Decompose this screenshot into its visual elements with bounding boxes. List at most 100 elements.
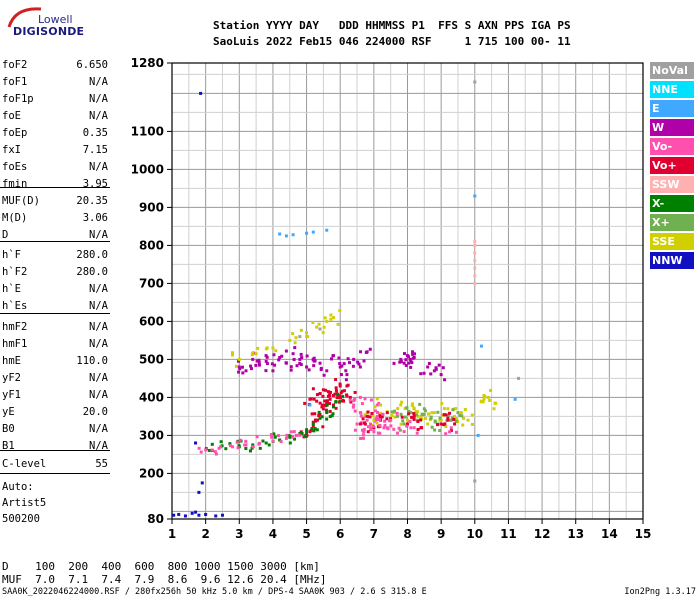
data-point (293, 346, 297, 350)
data-point (336, 393, 340, 397)
data-point (340, 389, 344, 393)
data-point (429, 372, 433, 376)
data-point (405, 424, 409, 428)
data-point (400, 400, 404, 404)
data-point (398, 360, 402, 364)
param-name: h`F (2, 249, 21, 261)
data-point (404, 358, 408, 362)
data-point (289, 368, 293, 372)
data-point (423, 416, 427, 420)
data-point (338, 399, 342, 403)
data-point (476, 433, 480, 437)
data-point (329, 313, 333, 317)
data-point (244, 446, 248, 450)
data-point (466, 418, 470, 422)
data-point (388, 419, 392, 423)
data-point (318, 392, 322, 396)
data-point (349, 400, 353, 404)
data-point (365, 418, 369, 422)
data-point (292, 357, 296, 361)
data-point (234, 364, 238, 368)
data-point (438, 418, 442, 422)
data-point (311, 420, 315, 424)
data-point (406, 418, 409, 422)
param-row-hmf2: hmF2 N/A (2, 320, 108, 334)
param-name: hmF1 (2, 338, 28, 350)
data-point (362, 427, 366, 431)
data-point (436, 423, 440, 427)
data-point (414, 413, 418, 417)
data-point (214, 514, 218, 518)
param-name: h`F2 (2, 266, 28, 278)
data-point (277, 358, 281, 362)
data-point (321, 425, 325, 429)
data-point (361, 417, 365, 421)
data-point (322, 403, 326, 407)
distance-row: D 100 200 400 600 800 1000 1500 3000 [km… (2, 560, 320, 573)
data-point (261, 439, 265, 443)
data-point (481, 400, 485, 404)
data-point (422, 371, 426, 375)
data-point (288, 338, 292, 342)
data-point (325, 319, 329, 323)
param-row-clevel: C-level 55 (2, 457, 108, 471)
data-point (324, 408, 328, 412)
data-point (513, 397, 517, 401)
param-name: fxI (2, 144, 21, 156)
x-tick-label: 10 (466, 527, 483, 541)
param-value: N/A (89, 283, 108, 295)
data-point (305, 354, 309, 358)
param-row-foe: foE N/A (2, 109, 108, 123)
data-point (409, 365, 413, 369)
data-point (372, 418, 376, 422)
data-point (288, 434, 292, 438)
data-point (372, 430, 376, 434)
data-point (375, 421, 379, 425)
data-point (488, 398, 492, 402)
data-point (331, 354, 335, 358)
data-point (359, 414, 363, 418)
data-point (300, 356, 304, 360)
data-point (257, 363, 261, 367)
data-point (204, 512, 208, 516)
data-point (228, 444, 232, 448)
data-point (355, 422, 359, 426)
data-point (353, 390, 357, 394)
data-point (329, 390, 333, 394)
data-point (407, 355, 411, 359)
data-point (389, 424, 393, 428)
data-point (439, 373, 443, 377)
data-point (327, 393, 331, 397)
data-point (483, 394, 487, 398)
data-point (338, 362, 342, 366)
data-point (292, 430, 296, 434)
data-point (446, 407, 450, 411)
param-name: foF2 (2, 59, 28, 71)
data-point (352, 357, 356, 361)
data-point (419, 418, 423, 422)
data-point (309, 397, 313, 401)
y-tick-label: 1000 (131, 162, 164, 176)
data-point (470, 413, 474, 417)
data-point (197, 446, 201, 450)
data-point (427, 361, 431, 365)
data-point (382, 426, 386, 430)
data-point (284, 361, 288, 365)
data-point (313, 359, 317, 363)
x-tick-label: 8 (403, 527, 411, 541)
data-point (470, 422, 474, 426)
data-point (482, 397, 486, 401)
legend-item-vo: Vo+ (650, 157, 694, 174)
data-point (353, 397, 357, 401)
param-row-fxi: fxI 7.15 (2, 143, 108, 157)
data-point (338, 384, 342, 388)
data-point (408, 357, 412, 361)
data-point (446, 416, 450, 420)
data-point (328, 397, 332, 401)
data-point (251, 357, 255, 361)
param-name: h`Es (2, 300, 28, 312)
data-point (231, 353, 235, 357)
data-point (454, 419, 458, 423)
data-point (376, 411, 380, 415)
param-name: yF2 (2, 372, 21, 384)
